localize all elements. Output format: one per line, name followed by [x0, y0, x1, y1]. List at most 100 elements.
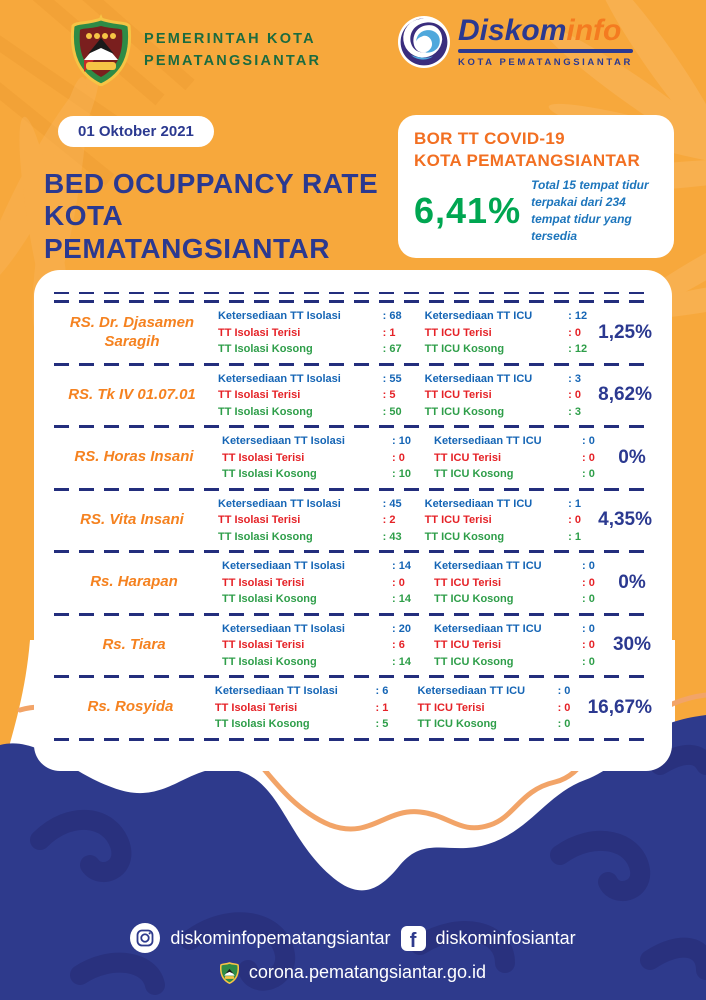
- stat-value: 14: [392, 654, 434, 671]
- hospital-name: RS. Horas Insani: [74, 448, 194, 466]
- stat-value: 1: [568, 496, 598, 513]
- stat-label: TT ICU Kosong: [434, 593, 514, 605]
- instagram-icon[interactable]: [130, 923, 161, 953]
- row-divider: [54, 362, 652, 366]
- diskominfo-brand: Diskominfo: [458, 16, 633, 46]
- city-crest-icon: [219, 962, 239, 984]
- stat-label: TT Isolasi Kosong: [217, 405, 313, 418]
- stat-label: TT ICU Terisi: [434, 576, 502, 589]
- isolasi-stats: Ketersediaan TT Isolasi 45 TT Isolasi Ter…: [218, 496, 425, 546]
- stat-value: 55: [383, 371, 425, 388]
- government-name-line2: PEMATANGSIANTAR: [144, 53, 322, 69]
- stat-value: 43: [383, 529, 425, 546]
- stat-label: Ketersediaan TT ICU: [434, 622, 542, 635]
- facebook-icon[interactable]: [400, 925, 426, 951]
- isolasi-stats: Ketersediaan TT Isolasi 14 TT Isolasi Ter…: [222, 558, 434, 608]
- stat-label: Ketersediaan TT ICU: [424, 497, 533, 510]
- isolasi-stats: Ketersediaan TT Isolasi 10 TT Isolasi Ter…: [222, 433, 434, 483]
- stat-label: TT Isolasi Kosong: [222, 468, 317, 480]
- stat-label: TT Isolasi Kosong: [222, 655, 317, 668]
- table-row: RS. Vita Insani Ketersediaan TT Isolasi 4…: [54, 491, 652, 551]
- table-row: Rs. Tiara Ketersediaan TT Isolasi 20 TT I…: [54, 616, 652, 676]
- stat-label: Ketersediaan TT Isolasi: [217, 372, 341, 385]
- stat-label: Ketersediaan TT Isolasi: [222, 435, 345, 447]
- bor-percentage: 0%: [618, 446, 646, 468]
- stat-label: TT Isolasi Terisi: [217, 389, 301, 401]
- diskominfo-subtitle: KOTA PEMATANGSIANTAR: [458, 57, 633, 68]
- stat-label: Ketersediaan TT ICU: [424, 372, 533, 385]
- stat-value: 0: [392, 575, 434, 592]
- stat-value: 68: [383, 308, 425, 325]
- row-divider: [54, 612, 652, 616]
- icu-stats: Ketersediaan TT ICU 1 TT ICU Terisi 0 TT I…: [425, 496, 599, 546]
- hospital-name: Rs. Tiara: [102, 635, 166, 653]
- facebook-handle[interactable]: diskominfosiantar: [435, 927, 576, 948]
- stat-value: 0: [568, 512, 598, 529]
- government-name: PEMERINTAH KOTA PEMATANGSIANTAR: [144, 28, 321, 73]
- stat-value: 3: [568, 371, 598, 388]
- stat-value: 10: [392, 433, 434, 450]
- table-top-divider: [54, 292, 652, 294]
- stat-label: TT ICU Terisi: [424, 514, 492, 526]
- bor-heading-line2: KOTA PEMATANGSIANTAR: [414, 151, 641, 171]
- bor-percentage: 8,62%: [598, 384, 653, 406]
- stat-label: TT ICU Kosong: [434, 468, 514, 480]
- stat-label: TT ICU Kosong: [417, 718, 497, 730]
- hospital-table-card: RS. Dr. Djasamen Saragih Ketersediaan TT…: [34, 270, 672, 771]
- bor-percentage: 1,25%: [598, 321, 653, 343]
- row-divider: [54, 425, 652, 428]
- stat-label: TT Isolasi Terisi: [217, 326, 301, 339]
- stat-value: 0: [558, 700, 588, 717]
- isolasi-stats: Ketersediaan TT Isolasi 68 TT Isolasi Ter…: [218, 308, 425, 358]
- stat-value: 45: [383, 496, 425, 513]
- stat-value: 14: [392, 591, 434, 608]
- stat-value: 6: [375, 683, 417, 700]
- stat-label: TT Isolasi Terisi: [222, 576, 305, 589]
- diskominfo-logo: Diskominfo KOTA PEMATANGSIANTAR: [398, 16, 633, 68]
- instagram-handle[interactable]: diskominfopematangsiantar: [170, 927, 391, 948]
- stat-label: Ketersediaan TT Isolasi: [222, 560, 345, 572]
- hospital-name: RS. Dr. Djasamen Saragih: [69, 314, 195, 350]
- stat-label: TT ICU Terisi: [424, 389, 492, 401]
- stat-value: 0: [582, 466, 612, 483]
- hospital-name: RS. Tk IV 01.07.01: [68, 385, 196, 403]
- table-top-divider: [54, 300, 652, 303]
- isolasi-stats: Ketersediaan TT Isolasi 6 TT Isolasi Teri…: [215, 683, 418, 733]
- stat-value: 0: [568, 387, 598, 404]
- hospital-name: RS. Vita Insani: [80, 510, 184, 528]
- bor-total-percentage: 6,41%: [414, 189, 522, 231]
- bor-percentage: 4,35%: [598, 509, 653, 531]
- row-divider: [54, 737, 652, 741]
- stat-value: 0: [582, 450, 612, 467]
- bor-summary-box: BOR TT COVID-19 KOTA PEMATANGSIANTAR 6,4…: [398, 115, 674, 259]
- stat-label: Ketersediaan TT Isolasi: [222, 622, 345, 635]
- table-row: RS. Tk IV 01.07.01 Ketersediaan TT Isola…: [54, 366, 652, 426]
- stat-value: 20: [392, 621, 434, 638]
- stat-label: TT ICU Terisi: [424, 326, 492, 339]
- wave-swirl-icon: [398, 16, 450, 68]
- icu-stats: Ketersediaan TT ICU 0 TT ICU Terisi 0 TT I…: [434, 621, 612, 671]
- stat-value: 5: [375, 716, 417, 733]
- stat-value: 3: [568, 404, 598, 421]
- stat-value: 10: [392, 466, 434, 483]
- table-row: Rs. Harapan Ketersediaan TT Isolasi 14 TT…: [54, 553, 652, 613]
- brand-underline: [458, 49, 633, 53]
- website-url[interactable]: corona.pematangsiantar.go.id: [248, 962, 487, 982]
- stat-value: 0: [582, 654, 612, 671]
- bor-percentage: 0%: [618, 571, 646, 593]
- hospital-name: Rs. Harapan: [90, 573, 178, 591]
- stat-label: TT Isolasi Terisi: [222, 639, 305, 651]
- stat-label: TT ICU Kosong: [424, 530, 505, 543]
- stat-label: Ketersediaan TT ICU: [434, 435, 542, 447]
- stat-label: TT ICU Terisi: [417, 701, 485, 714]
- stat-label: TT ICU Terisi: [434, 451, 502, 464]
- row-divider: [54, 550, 652, 553]
- stat-label: TT Isolasi Kosong: [222, 593, 317, 605]
- stat-label: TT ICU Kosong: [424, 405, 505, 418]
- isolasi-stats: Ketersediaan TT Isolasi 55 TT Isolasi Ter…: [218, 371, 425, 421]
- table-row: Rs. Rosyida Ketersediaan TT Isolasi 6 TT …: [54, 678, 653, 738]
- stat-label: TT ICU Terisi: [434, 639, 502, 651]
- icu-stats: Ketersediaan TT ICU 0 TT ICU Terisi 0 TT I…: [417, 683, 587, 733]
- stat-label: TT Isolasi Kosong: [217, 530, 313, 543]
